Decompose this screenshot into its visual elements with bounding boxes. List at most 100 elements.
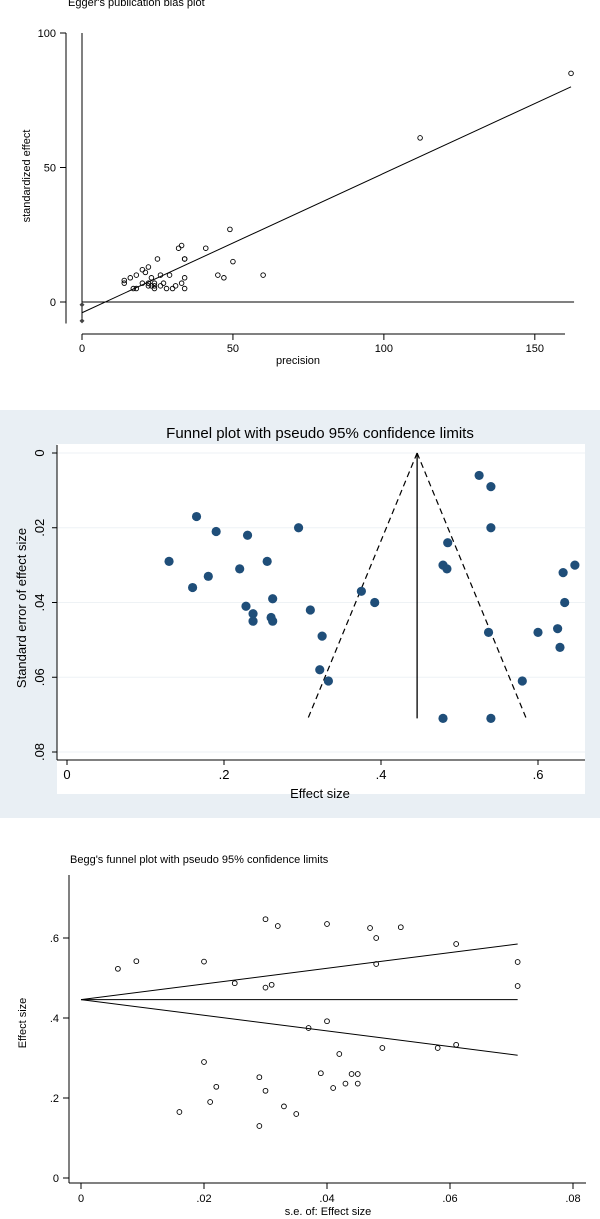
- plot-area: 0 .2 .4 .6 0 .02 .04 .06 .08: [50, 875, 586, 1205]
- data-point: [203, 571, 213, 581]
- x-tick-label: .08: [565, 1193, 580, 1205]
- data-point: [148, 275, 155, 281]
- y-tick-label: 0: [32, 449, 47, 456]
- data-point: [142, 269, 149, 276]
- data-point: [453, 1041, 460, 1048]
- data-point: [558, 568, 568, 578]
- data-point: [191, 511, 202, 522]
- data-point: [474, 470, 484, 481]
- data-point: [157, 283, 164, 289]
- data-point: [354, 1071, 361, 1077]
- begg-plot: Begg's funnel plot with pseudo 95% confi…: [17, 854, 586, 1218]
- data-point: [145, 280, 152, 286]
- data-point: [201, 1059, 207, 1065]
- y-tick-label: 100: [38, 28, 56, 40]
- data-point: [145, 283, 152, 289]
- plot-area: 0 .02 .04 .06 .08 0 .2 .4 .6: [32, 445, 585, 782]
- data-point: [188, 582, 198, 593]
- data-point: [356, 586, 366, 596]
- data-point: [242, 530, 253, 540]
- y-tick-label: 50: [44, 163, 56, 175]
- y-tick-label: 0: [50, 297, 56, 309]
- data-point: [268, 981, 275, 988]
- regression-line: [81, 86, 572, 314]
- x-tick-label: 100: [375, 343, 393, 355]
- data-point: [145, 264, 152, 270]
- data-point: [231, 980, 238, 987]
- data-point: [305, 605, 315, 615]
- data-point: [315, 665, 325, 675]
- data-point: [157, 272, 164, 278]
- data-point: [121, 277, 128, 284]
- funnel-plot-panel: Funnel plot with pseudo 95% confidence l…: [0, 410, 600, 818]
- data-point: [514, 983, 521, 989]
- data-point: [181, 275, 188, 281]
- data-point: [221, 275, 227, 281]
- data-point: [342, 1080, 349, 1087]
- data-point: [207, 1099, 214, 1105]
- egger-plot-panel: Egger's publication bias plot precision …: [0, 0, 600, 380]
- data-point: [373, 961, 380, 967]
- data-point: [323, 676, 334, 686]
- data-point: [293, 523, 304, 533]
- data-point: [178, 280, 185, 286]
- x-tick-label: .02: [196, 1193, 211, 1205]
- data-point: [262, 984, 269, 991]
- data-point: [293, 1111, 300, 1117]
- chart-title: Funnel plot with pseudo 95% confidence l…: [166, 425, 474, 442]
- data-point: [317, 631, 327, 641]
- data-point: [178, 242, 185, 249]
- data-point: [348, 1071, 355, 1077]
- data-point: [533, 627, 543, 637]
- upper-limit-line: [80, 943, 518, 1001]
- data-point: [438, 713, 448, 723]
- intercept-marker: [79, 318, 85, 324]
- y-tick-label: .06: [32, 668, 47, 686]
- y-tick-label: .2: [50, 1093, 59, 1105]
- funnel-limit-left: [307, 452, 418, 719]
- data-point: [555, 642, 565, 652]
- data-point: [154, 256, 161, 262]
- data-point: [213, 1083, 220, 1090]
- data-point: [248, 609, 258, 619]
- data-point: [486, 482, 496, 492]
- data-point: [514, 959, 521, 965]
- data-point: [115, 965, 121, 972]
- x-tick-label: 50: [227, 343, 239, 355]
- x-tick-label: .6: [533, 767, 544, 782]
- data-point: [166, 272, 173, 278]
- data-point: [324, 921, 330, 927]
- data-point: [176, 1109, 183, 1115]
- y-axis-label: standardized effect: [21, 130, 33, 223]
- data-point: [169, 285, 176, 292]
- data-point: [201, 958, 207, 965]
- data-point: [281, 1103, 287, 1110]
- x-axis-label: Effect size: [290, 786, 350, 801]
- data-point: [453, 941, 460, 947]
- data-point: [262, 916, 269, 923]
- data-point: [148, 283, 155, 289]
- data-point: [235, 564, 245, 574]
- data-point: [241, 601, 251, 611]
- data-point: [570, 560, 580, 570]
- data-point: [568, 70, 574, 77]
- data-point: [248, 616, 258, 626]
- data-point: [443, 538, 453, 548]
- y-tick-label: 0: [53, 1173, 59, 1185]
- data-point: [517, 676, 527, 686]
- funnel-limit-right: [416, 452, 527, 719]
- y-axis-label: Standard error of effect size: [14, 528, 29, 688]
- x-tick-label: 0: [79, 343, 85, 355]
- funnel-plot: Funnel plot with pseudo 95% confidence l…: [14, 425, 585, 801]
- data-point: [256, 1123, 263, 1129]
- data-point: [354, 1080, 361, 1087]
- data-point: [486, 523, 496, 533]
- y-tick-label: .02: [32, 519, 47, 537]
- data-point: [215, 272, 221, 278]
- x-tick-label: 0: [78, 1193, 84, 1205]
- egger-plot: Egger's publication bias plot precision …: [21, 0, 575, 367]
- data-point: [181, 285, 188, 292]
- data-point: [268, 616, 278, 626]
- data-point: [256, 1074, 263, 1081]
- data-point: [133, 958, 140, 965]
